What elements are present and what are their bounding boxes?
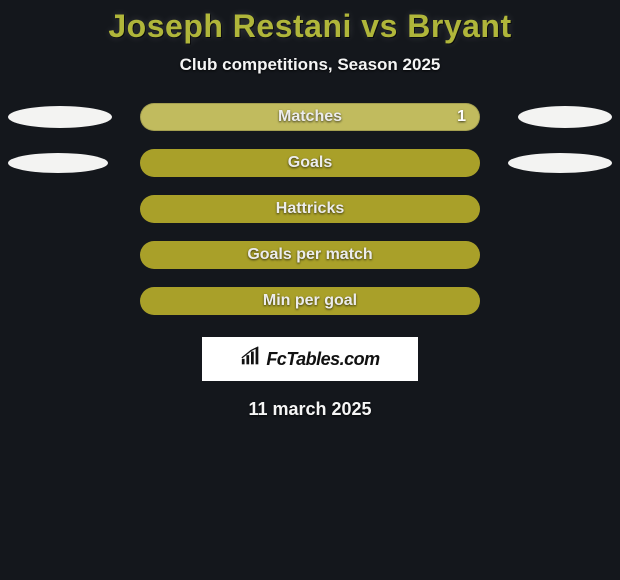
page-subtitle: Club competitions, Season 2025 [0, 55, 620, 75]
source-logo: FcTables.com [202, 337, 418, 381]
stat-label: Matches [278, 108, 342, 126]
stat-bar: Goals per match [140, 241, 480, 269]
stat-label: Hattricks [276, 200, 344, 218]
datestamp: 11 march 2025 [0, 399, 620, 420]
comparison-card: Joseph Restani vs Bryant Club competitio… [0, 0, 620, 420]
stat-bar: Min per goal [140, 287, 480, 315]
stat-bar: Goals [140, 149, 480, 177]
stat-label: Goals [288, 154, 332, 172]
stat-row-min-per-goal: Min per goal [0, 287, 620, 315]
stat-row-goals: Goals [0, 149, 620, 177]
stat-bar: Matches 1 [140, 103, 480, 131]
stat-bars: Matches 1 Goals Hattricks Goals per matc… [0, 103, 620, 315]
page-title: Joseph Restani vs Bryant [0, 8, 620, 45]
barchart-icon [240, 346, 262, 373]
stat-row-matches: Matches 1 [0, 103, 620, 131]
left-value-ellipse [8, 106, 112, 128]
source-logo-text: FcTables.com [266, 349, 379, 370]
left-value-ellipse [8, 153, 108, 173]
stat-label: Min per goal [263, 292, 357, 310]
stat-row-hattricks: Hattricks [0, 195, 620, 223]
right-value-ellipse [508, 153, 612, 173]
stat-row-goals-per-match: Goals per match [0, 241, 620, 269]
stat-label: Goals per match [247, 246, 372, 264]
right-value-ellipse [518, 106, 612, 128]
stat-bar: Hattricks [140, 195, 480, 223]
stat-value: 1 [457, 108, 466, 126]
